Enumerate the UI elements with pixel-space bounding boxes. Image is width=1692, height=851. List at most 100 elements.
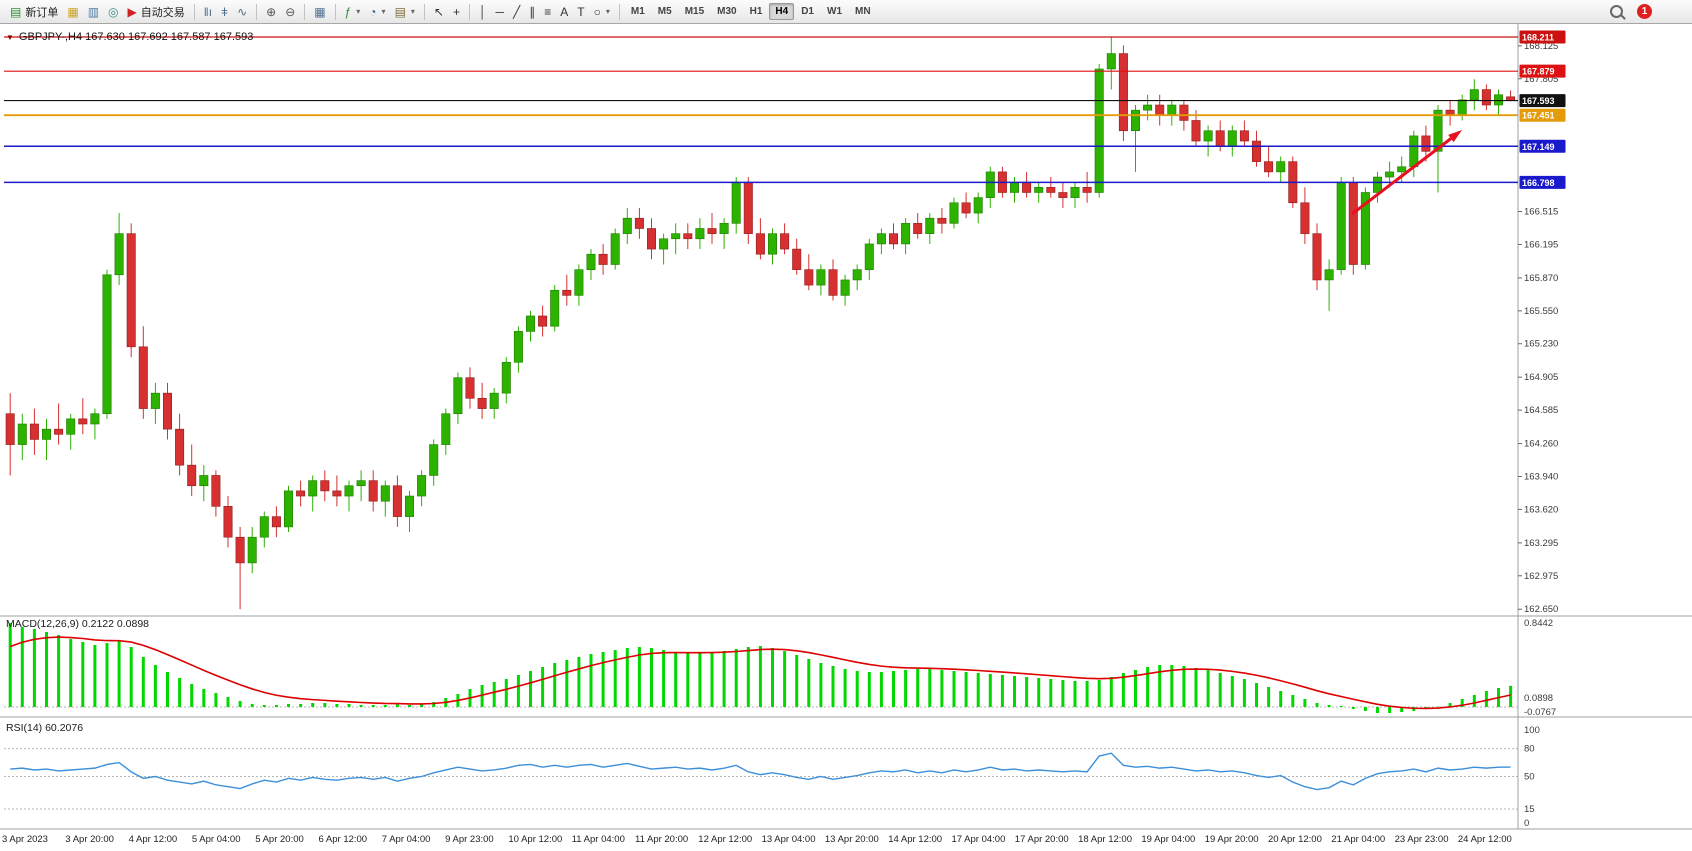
- candle: [1469, 79, 1479, 111]
- chevron-down-icon: ▾: [410, 7, 415, 16]
- price-tick-label: 165.870: [1524, 273, 1558, 284]
- toolbar-separator: [256, 3, 258, 20]
- toolbar-separator: [423, 3, 425, 20]
- chart-canvas[interactable]: 168.125 167.805 166.515 166.195 165.870 165.5…: [0, 24, 1692, 851]
- crosshair-button[interactable]: +: [449, 2, 464, 22]
- price-tick-label: 165.230: [1524, 339, 1558, 350]
- candle: [683, 223, 693, 250]
- trend-arrow[interactable]: [1351, 130, 1462, 216]
- candle: [876, 228, 886, 255]
- macd-histogram: [8, 623, 1513, 713]
- timeframe-mn[interactable]: MN: [855, 6, 871, 17]
- candle: [332, 475, 342, 507]
- price-level-line[interactable]: 166.798: [4, 175, 1566, 189]
- candle: [925, 213, 935, 244]
- price-level-line[interactable]: 167.149: [4, 139, 1566, 153]
- fibonacci-button[interactable]: ≡: [540, 2, 555, 22]
- timeframe-w1[interactable]: W1: [827, 6, 842, 17]
- tile-windows-button[interactable]: ▦: [310, 2, 329, 22]
- horizontal-line-button[interactable]: ─: [492, 2, 509, 22]
- timeframe-m15[interactable]: M15: [684, 6, 705, 17]
- templates-button[interactable]: ▤ ▾: [391, 2, 419, 22]
- price-tick-label: 164.905: [1524, 372, 1558, 383]
- time-axis-label: 11 Apr 20:00: [635, 834, 688, 845]
- price-tick-label: 163.940: [1524, 471, 1558, 482]
- timeframe-d1[interactable]: D1: [801, 6, 814, 17]
- chart-area[interactable]: 168.125 167.805 166.515 166.195 165.870 165.5…: [0, 24, 1692, 851]
- price-tick-label: 165.550: [1524, 306, 1558, 317]
- candle: [1445, 99, 1455, 126]
- linechart-icon: ∿: [237, 4, 248, 19]
- zoom-in-button[interactable]: ⊕: [262, 2, 280, 22]
- price-level-badge-label: 167.149: [1522, 142, 1555, 152]
- experts-button[interactable]: ◎: [104, 2, 122, 22]
- candle: [235, 526, 245, 610]
- bar-chart-button[interactable]: ‖ı: [200, 2, 216, 22]
- new-order-button[interactable]: ▤ 新订单: [6, 2, 62, 22]
- channel-button[interactable]: ∥: [525, 2, 539, 22]
- candle: [937, 207, 947, 234]
- profiles-icon: ▥: [87, 4, 100, 19]
- bars-icon: ‖ı: [203, 4, 213, 19]
- candle: [417, 470, 427, 507]
- channel-icon: ∥: [529, 4, 536, 19]
- timeframe-h1[interactable]: H1: [749, 6, 763, 17]
- candle: [489, 387, 499, 419]
- time-axis-label: 4 Apr 12:00: [129, 834, 178, 845]
- shapes-icon: ○: [593, 4, 601, 19]
- search-button[interactable]: [1606, 2, 1627, 22]
- price-level-line[interactable]: 168.211: [4, 30, 1566, 44]
- candle: [150, 382, 160, 425]
- price-level-badge: [1519, 108, 1566, 122]
- price-level-line[interactable]: 167.879: [4, 64, 1566, 78]
- candle: [1264, 146, 1274, 178]
- cursor-button[interactable]: ↖: [430, 2, 448, 22]
- crosshair-icon: +: [452, 4, 460, 19]
- price-level-line[interactable]: 167.593: [4, 94, 1566, 108]
- candle: [574, 264, 584, 306]
- trendline-button[interactable]: ╱: [509, 2, 524, 22]
- time-axis-label: 19 Apr 04:00: [1141, 834, 1195, 845]
- new-chart-button[interactable]: ▦: [63, 2, 82, 22]
- candle: [634, 207, 644, 239]
- timeframe-m5[interactable]: M5: [657, 6, 672, 17]
- rsi-axis-label: 50: [1524, 772, 1535, 783]
- candle: [767, 228, 777, 265]
- price-tick-label: 162.650: [1524, 604, 1558, 615]
- price-level-line[interactable]: 167.451: [4, 108, 1566, 122]
- label-button[interactable]: T: [573, 2, 588, 22]
- time-axis-label: 13 Apr 20:00: [825, 834, 879, 845]
- notifications-badge[interactable]: 1: [1637, 4, 1652, 19]
- vertical-line-button[interactable]: │: [475, 2, 491, 22]
- candle: [888, 223, 898, 250]
- rsi-indicator-label: RSI(14) 60.2076: [6, 722, 84, 734]
- profiles-button[interactable]: ▥: [84, 2, 103, 22]
- timeframe-h4[interactable]: H4: [769, 3, 795, 20]
- text-button[interactable]: A: [556, 2, 572, 22]
- time-axis-label: 17 Apr 20:00: [1015, 834, 1069, 845]
- candlestick-chart-button[interactable]: ǂ: [217, 2, 232, 22]
- candle: [283, 485, 293, 533]
- zoom-out-button[interactable]: ⊖: [281, 2, 299, 22]
- candle: [477, 382, 487, 419]
- candle: [199, 465, 209, 502]
- time-axis-label: 7 Apr 04:00: [382, 834, 431, 845]
- macd-signal-line: [9, 636, 1511, 710]
- periods-button[interactable]: ◔ ▾: [365, 2, 389, 22]
- line-chart-button[interactable]: ∿: [233, 2, 251, 22]
- candle: [513, 326, 523, 373]
- candle: [41, 418, 51, 461]
- candle: [1506, 90, 1516, 102]
- candle: [1481, 84, 1491, 111]
- timeframe-m1[interactable]: M1: [630, 6, 645, 17]
- chart-collapse-icon[interactable]: ▼: [6, 32, 14, 42]
- zoom-in-icon: ⊕: [266, 4, 277, 19]
- indicators-button[interactable]: ƒ ▾: [341, 2, 365, 22]
- candle: [404, 490, 414, 533]
- shapes-button[interactable]: ○ ▾: [590, 2, 614, 22]
- candle: [731, 177, 741, 234]
- candle: [1227, 125, 1237, 157]
- timeframe-m30[interactable]: M30: [717, 6, 737, 17]
- candle: [1421, 125, 1431, 162]
- auto-trading-button[interactable]: ▶ 自动交易: [124, 2, 189, 22]
